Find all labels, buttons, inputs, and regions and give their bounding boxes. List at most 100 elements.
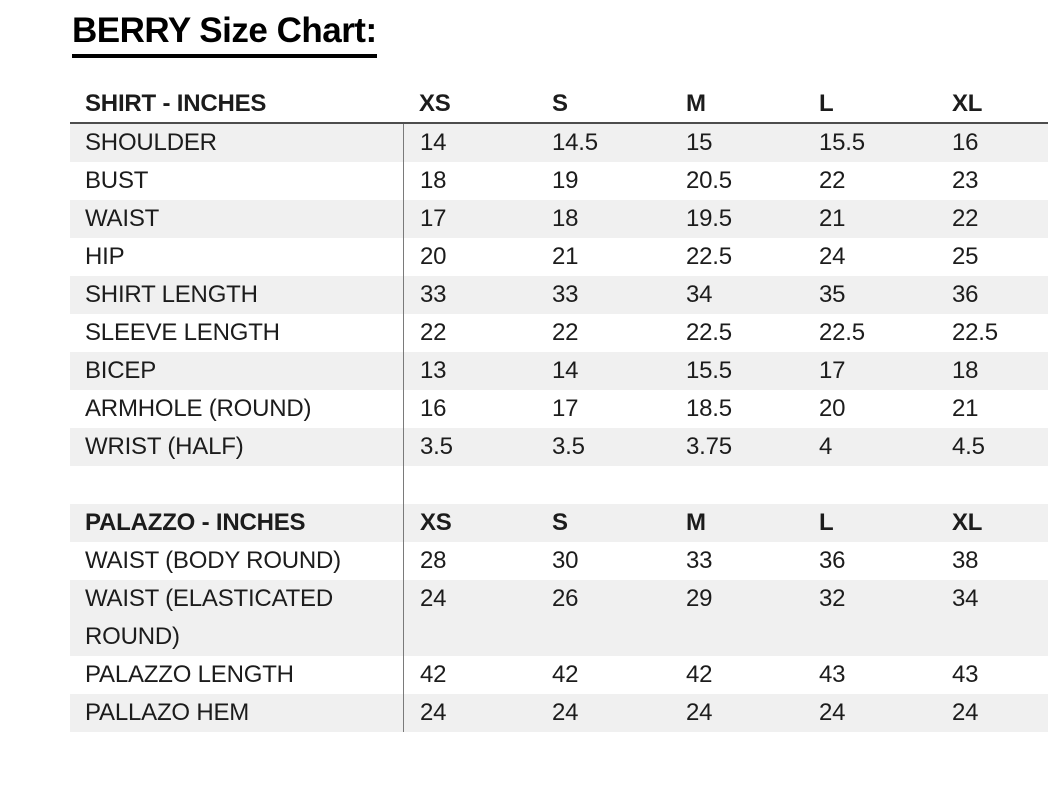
table-row: WAIST (BODY ROUND) 28 30 33 36 38 [70,542,1048,580]
page-title: BERRY Size Chart: [72,10,377,58]
spacer-cell [70,466,403,504]
cell-value: 36 [952,281,979,308]
cell-value: 42 [552,661,579,688]
cell-value: 34 [686,281,713,308]
size-column-header: XL [952,509,983,536]
spacer-cell [403,466,536,504]
cell-value: 42 [403,656,536,694]
cell-value: 33 [686,547,713,574]
cell-value: 19 [552,167,579,194]
table-row: PALAZZO LENGTH 42 42 42 43 43 [70,656,1048,694]
cell-value: 14.5 [552,129,598,156]
cell-value: 30 [552,547,579,574]
cell-value: 16 [952,129,979,156]
size-column-header: M [686,90,706,117]
row-label: WAIST (ELASTICATED ROUND) [85,585,333,650]
cell-value: 21 [952,395,979,422]
cell-value: 32 [819,585,846,612]
cell-value: 17 [403,200,536,238]
cell-value: 22.5 [819,319,865,346]
table-row: HIP 20 21 22.5 24 25 [70,238,1048,276]
size-column-header: S [552,90,568,117]
row-label: WAIST (BODY ROUND) [85,547,341,574]
cell-value: 21 [552,243,579,270]
section-header-row: PALAZZO - INCHES XS S M L XL [70,504,1048,542]
section-header-label: PALAZZO - INCHES [85,509,306,536]
row-label: PALLAZO HEM [85,699,250,726]
cell-value: 33 [403,276,536,314]
size-column-header: XS [403,504,536,542]
row-label: PALAZZO LENGTH [85,661,294,688]
cell-value: 18 [952,357,979,384]
cell-value: 25 [952,243,979,270]
cell-value: 24 [686,699,713,726]
table-row: WAIST 17 18 19.5 21 22 [70,200,1048,238]
row-label: WRIST (HALF) [85,433,244,460]
spacer-cell [670,466,803,504]
cell-value: 21 [819,205,846,232]
size-chart: SHIRT - INCHES XS S M L XL SHOULDER 14 14.5 15 15.… [70,85,1048,732]
cell-value: 43 [952,661,979,688]
cell-value: 35 [819,281,846,308]
cell-value: 33 [552,281,579,308]
cell-value: 24 [819,243,846,270]
size-column-header: L [819,90,834,117]
table-row: SHIRT LENGTH 33 33 34 35 36 [70,276,1048,314]
cell-value: 15.5 [819,129,865,156]
cell-value: 20.5 [686,167,732,194]
cell-value: 4.5 [952,433,985,460]
section-header-label: SHIRT - INCHES [85,90,267,117]
table-row: WAIST (ELASTICATED ROUND) 24 26 29 32 34 [70,580,1048,656]
spacer-cell [936,466,1048,504]
cell-value: 20 [819,395,846,422]
row-label: ARMHOLE (ROUND) [85,395,312,422]
cell-value: 20 [403,238,536,276]
table-row: SLEEVE LENGTH 22 22 22.5 22.5 22.5 [70,314,1048,352]
cell-value: 24 [552,699,579,726]
cell-value: 4 [819,433,833,460]
cell-value: 29 [686,585,713,612]
spacer-row [70,466,1048,504]
cell-value: 22.5 [686,243,732,270]
cell-value: 22 [952,205,979,232]
size-column-header: XS [419,90,451,117]
cell-value: 18.5 [686,395,732,422]
cell-value: 22.5 [686,319,732,346]
cell-value: 16 [403,390,536,428]
row-label: BICEP [85,357,157,384]
table-row: ARMHOLE (ROUND) 16 17 18.5 20 21 [70,390,1048,428]
cell-value: 14 [552,357,579,384]
size-column-header: S [552,509,568,536]
spacer-cell [536,466,670,504]
cell-value: 38 [952,547,979,574]
row-label: HIP [85,243,125,270]
cell-value: 15.5 [686,357,732,384]
cell-value: 36 [819,547,846,574]
table-row: WRIST (HALF) 3.5 3.5 3.75 4 4.5 [70,428,1048,466]
size-column-header: L [819,509,834,536]
cell-value: 3.75 [686,433,732,460]
cell-value: 43 [819,661,846,688]
cell-value: 24 [952,699,979,726]
cell-value: 22 [403,314,536,352]
row-label: BUST [85,167,149,194]
cell-value: 24 [819,699,846,726]
cell-value: 3.5 [403,428,536,466]
cell-value: 22 [552,319,579,346]
cell-value: 34 [952,585,979,612]
size-column-header: XL [952,90,983,117]
table-row: BICEP 13 14 15.5 17 18 [70,352,1048,390]
cell-value: 23 [952,167,979,194]
cell-value: 13 [403,352,536,390]
cell-value: 17 [552,395,579,422]
cell-value: 19.5 [686,205,732,232]
table-row: SHOULDER 14 14.5 15 15.5 16 [70,124,1048,162]
cell-value: 14 [403,124,536,162]
cell-value: 18 [552,205,579,232]
row-label: SLEEVE LENGTH [85,319,280,346]
cell-value: 18 [403,162,536,200]
cell-value: 15 [686,129,713,156]
size-column-header: M [686,509,706,536]
cell-value: 17 [819,357,846,384]
row-label: SHOULDER [85,129,217,156]
